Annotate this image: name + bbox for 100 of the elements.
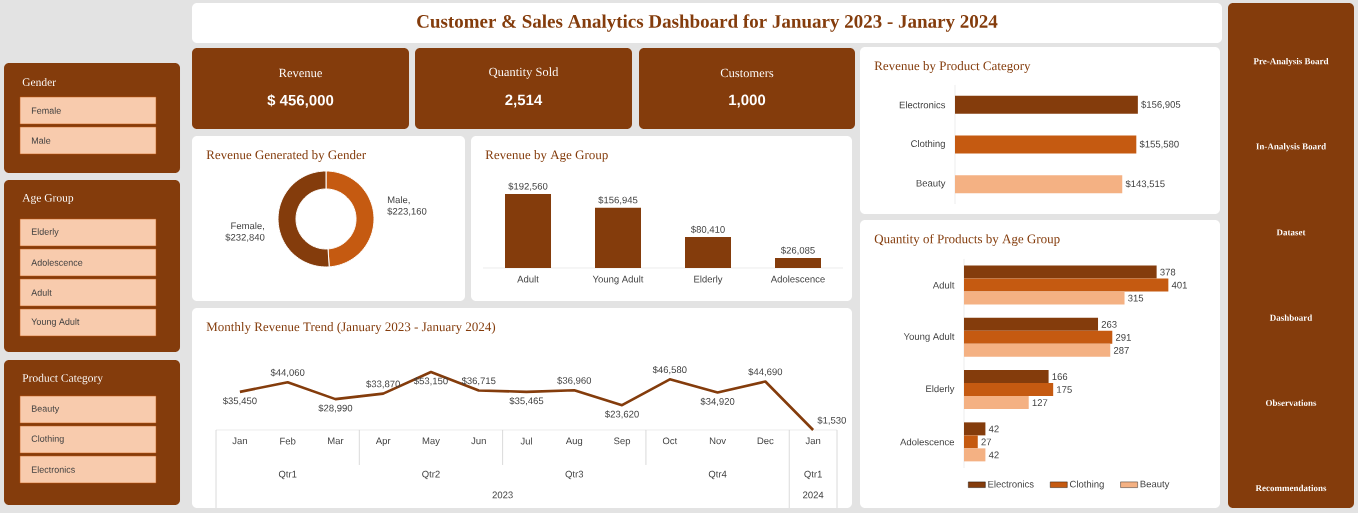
chart-title: Revenue by Product Category xyxy=(874,61,1031,73)
data-label: $1,530 xyxy=(817,416,846,425)
text: Product Category xyxy=(22,373,103,385)
legend-label: Beauty xyxy=(1140,480,1170,490)
category-label: Beauty xyxy=(31,405,60,414)
category-label: Recommendations xyxy=(1255,484,1327,492)
y-tick-label: Clothing xyxy=(911,140,945,149)
x-tick-label: Jul xyxy=(520,437,532,445)
data-label: 127 xyxy=(1032,399,1048,406)
text: Age Group xyxy=(22,193,74,205)
data-label: $143,515 xyxy=(1125,180,1165,189)
category-label: Clothing xyxy=(31,435,64,444)
data-label: 315 xyxy=(1128,294,1144,302)
data-label: $46,580 xyxy=(652,365,687,375)
data-label: $34,920 xyxy=(700,397,735,406)
category-label: Female xyxy=(31,107,61,114)
bar xyxy=(964,291,1125,305)
x-tick-label: Young Adult xyxy=(592,275,644,285)
text: 2,514 xyxy=(505,94,543,108)
x-tick-label: Adolescence xyxy=(770,275,825,283)
chart-title: Quantity of Products by Age Group xyxy=(874,234,1060,246)
data-label: $44,690 xyxy=(748,368,783,377)
data-label: 378 xyxy=(1160,268,1176,276)
data-label: $192,560 xyxy=(508,182,548,191)
data-label: $28,990 xyxy=(318,404,353,413)
text: Qtr2 xyxy=(422,470,440,480)
data-label: Female, $232,840 xyxy=(225,222,265,242)
text: Qtr1 xyxy=(804,470,822,480)
data-label: $36,960 xyxy=(557,376,592,385)
chart-title: Revenue by Age Group xyxy=(485,150,608,162)
bar xyxy=(505,193,552,268)
data-label: 263 xyxy=(1101,321,1117,328)
bar xyxy=(964,278,1169,292)
data-label: $156,945 xyxy=(598,196,638,205)
bar xyxy=(964,383,1054,397)
bar xyxy=(964,265,1157,279)
text: Qtr4 xyxy=(708,470,727,480)
data-label: $80,410 xyxy=(690,225,725,234)
data-label: 27 xyxy=(981,438,992,446)
text: Qtr3 xyxy=(565,470,584,480)
data-label: $44,060 xyxy=(270,368,305,378)
x-tick-label: Dec xyxy=(757,437,774,445)
category-label: Observations xyxy=(1265,399,1317,406)
chart-title: Revenue Generated by Gender xyxy=(206,150,367,162)
data-label: $156,905 xyxy=(1141,100,1181,109)
bar xyxy=(964,330,1113,344)
data-label: $35,465 xyxy=(509,397,544,406)
category-label: Pre-Analysis Board xyxy=(1253,57,1329,67)
x-tick-label: Apr xyxy=(375,437,391,447)
x-tick-label: Oct xyxy=(662,437,678,445)
text: $ 456,000 xyxy=(267,94,334,108)
text: Qtr1 xyxy=(278,470,297,480)
data-label: 401 xyxy=(1171,281,1187,289)
text: Customers xyxy=(720,68,774,78)
bar xyxy=(685,237,732,268)
category-label: Dataset xyxy=(1276,229,1306,236)
category-label: Elderly xyxy=(31,228,59,237)
data-label: 42 xyxy=(988,451,999,459)
category-label: Adolescence xyxy=(31,259,83,266)
x-tick-label: Adult xyxy=(517,275,539,283)
data-label: $23,620 xyxy=(604,410,639,419)
x-tick-label: Feb xyxy=(280,437,296,445)
x-tick-label: May xyxy=(422,437,440,447)
x-tick-label: Aug xyxy=(565,437,583,447)
text: 2023 xyxy=(492,491,513,499)
x-tick-label: Nov xyxy=(709,437,726,445)
legend-label: Electronics xyxy=(988,480,1034,488)
bar xyxy=(964,370,1049,384)
bar xyxy=(964,317,1099,331)
bar xyxy=(964,396,1029,410)
y-tick-label: Beauty xyxy=(916,179,946,189)
category-label: In-Analysis Board xyxy=(1256,143,1327,152)
bar xyxy=(595,207,642,268)
data-label: Male, $223,160 xyxy=(387,196,427,216)
text: Quantity Sold xyxy=(489,67,559,79)
data-label: $35,450 xyxy=(222,397,257,406)
x-tick-label: Jun xyxy=(471,437,486,445)
text: 2024 xyxy=(803,491,824,499)
legend-label: Clothing xyxy=(1069,480,1104,490)
text: Customer & Sales Analytics Dashboard for January 2023 - Janary 2024 xyxy=(417,14,998,32)
category-label: Male xyxy=(31,137,51,144)
data-label: $26,085 xyxy=(780,246,815,255)
x-tick-label: Jan xyxy=(232,437,247,445)
data-label: 175 xyxy=(1057,386,1072,393)
bar xyxy=(775,257,821,268)
x-tick-label: Elderly xyxy=(694,275,723,285)
text: Revenue xyxy=(279,68,322,78)
data-label: $36,715 xyxy=(461,376,496,386)
category-label: Electronics xyxy=(31,466,75,473)
y-tick-label: Electronics xyxy=(899,101,946,109)
y-tick-label: Elderly xyxy=(926,385,955,395)
y-tick-label: Young Adult xyxy=(903,332,955,342)
data-label: 42 xyxy=(988,425,999,433)
bar xyxy=(964,435,978,449)
bar xyxy=(964,343,1111,357)
data-label: 291 xyxy=(1115,334,1131,341)
data-label: 166 xyxy=(1052,373,1068,380)
category-label: Adult xyxy=(31,289,52,296)
category-label: Dashboard xyxy=(1269,314,1313,321)
bar xyxy=(964,422,986,436)
